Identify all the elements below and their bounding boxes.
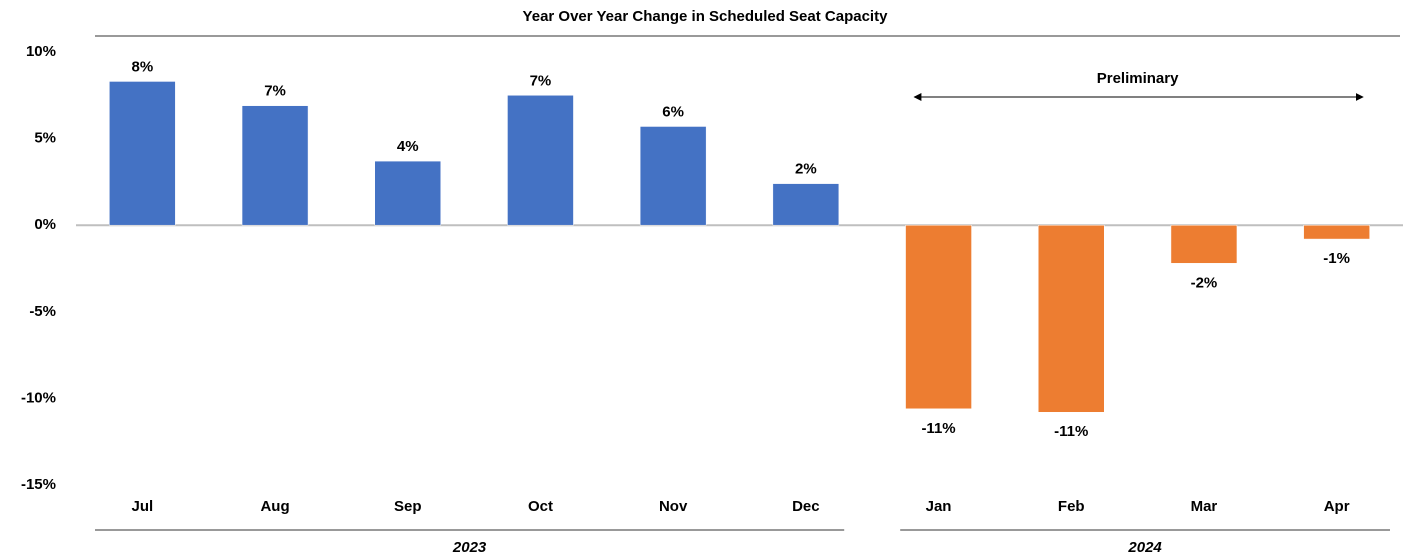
annotation-text: Preliminary (1097, 70, 1179, 87)
y-tick-label: 5% (34, 130, 56, 147)
bar (1303, 224, 1370, 240)
bar (905, 224, 972, 410)
x-tick-label: Feb (1058, 498, 1085, 515)
chart-title: Year Over Year Change in Scheduled Seat … (523, 8, 889, 25)
value-label: 8% (132, 58, 154, 75)
value-label: 6% (662, 103, 684, 120)
value-label: 2% (795, 161, 817, 178)
y-tick-label: -5% (29, 303, 56, 320)
value-label: 4% (397, 138, 419, 155)
bar (772, 183, 840, 226)
x-tick-label: Dec (792, 498, 820, 515)
group-label: 2024 (1127, 539, 1162, 556)
x-tick-label: Jul (132, 498, 154, 515)
bar (374, 160, 441, 226)
x-tick-label: Mar (1191, 498, 1218, 515)
x-tick-label: Jan (926, 498, 952, 515)
y-tick-label: 10% (26, 43, 56, 60)
bar (1170, 224, 1238, 264)
bar (241, 105, 309, 226)
group-label: 2023 (452, 539, 487, 556)
y-tick-label: -10% (21, 389, 56, 406)
value-label: 7% (530, 72, 552, 89)
x-tick-label: Oct (528, 498, 553, 515)
x-tick-label: Apr (1324, 498, 1350, 515)
value-label: -11% (1054, 423, 1088, 440)
value-label: -2% (1191, 274, 1218, 291)
bar (109, 81, 176, 226)
x-tick-label: Aug (260, 498, 289, 515)
value-label: 7% (264, 83, 286, 100)
value-label: -11% (921, 420, 955, 437)
bar (1038, 224, 1105, 413)
value-label: -1% (1323, 250, 1350, 267)
bar (507, 95, 574, 226)
x-tick-label: Sep (394, 498, 422, 515)
y-tick-label: -15% (21, 476, 56, 493)
x-tick-label: Nov (659, 498, 688, 515)
bar (639, 126, 707, 226)
y-tick-label: 0% (34, 216, 56, 233)
